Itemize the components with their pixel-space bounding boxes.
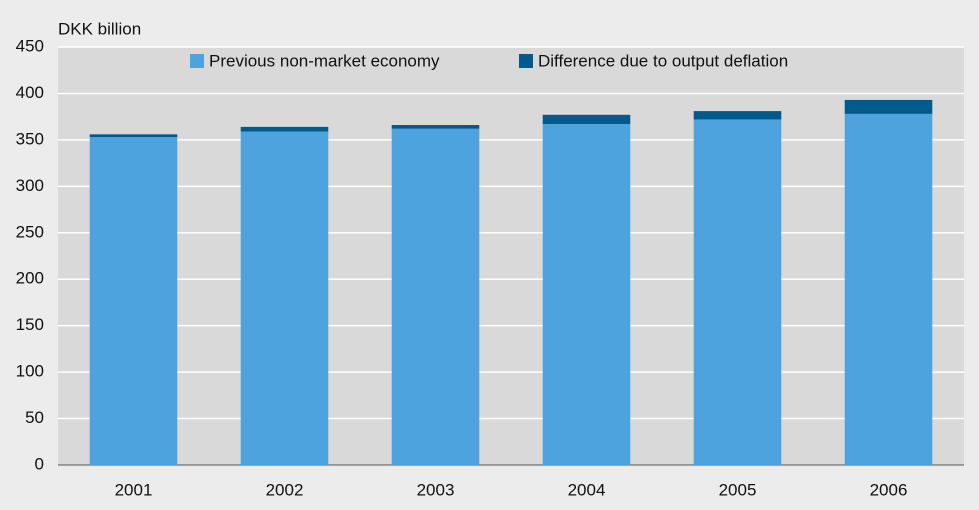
y-tick-label: 300 [16,176,44,195]
y-tick-label: 400 [16,83,44,102]
y-tick-label: 50 [25,408,44,427]
bar-segment [844,113,933,465]
y-tick-label: 100 [16,362,44,381]
plot-area [58,47,964,465]
x-tick-label: 2002 [266,480,304,499]
bar-segment [391,128,480,465]
bar-segment [391,125,480,129]
x-tick-label: 2005 [719,480,757,499]
y-tick-label: 150 [16,315,44,334]
x-tick-label: 2003 [417,480,455,499]
y-tick-label: 350 [16,129,44,148]
y-tick-label: 250 [16,222,44,241]
bar-segment [89,134,178,138]
legend-label: Difference due to output deflation [538,51,788,70]
legend-swatch [190,54,204,68]
x-tick-label: 2006 [870,480,908,499]
bar-segment [693,119,782,465]
bar-segment [240,126,329,132]
y-axis-label: DKK billion [58,19,141,38]
bar-segment [844,99,933,114]
legend-label: Previous non-market economy [209,51,440,70]
bar-segment [542,114,631,125]
bar-segment [693,111,782,120]
bar-segment [542,124,631,465]
bar-segment [89,137,178,465]
x-tick-label: 2004 [568,480,606,499]
bar-segment [240,131,329,466]
x-tick-label: 2001 [115,480,153,499]
legend-swatch [519,54,533,68]
y-tick-label: 0 [35,454,44,473]
y-tick-label: 200 [16,269,44,288]
y-tick-label: 450 [16,36,44,55]
